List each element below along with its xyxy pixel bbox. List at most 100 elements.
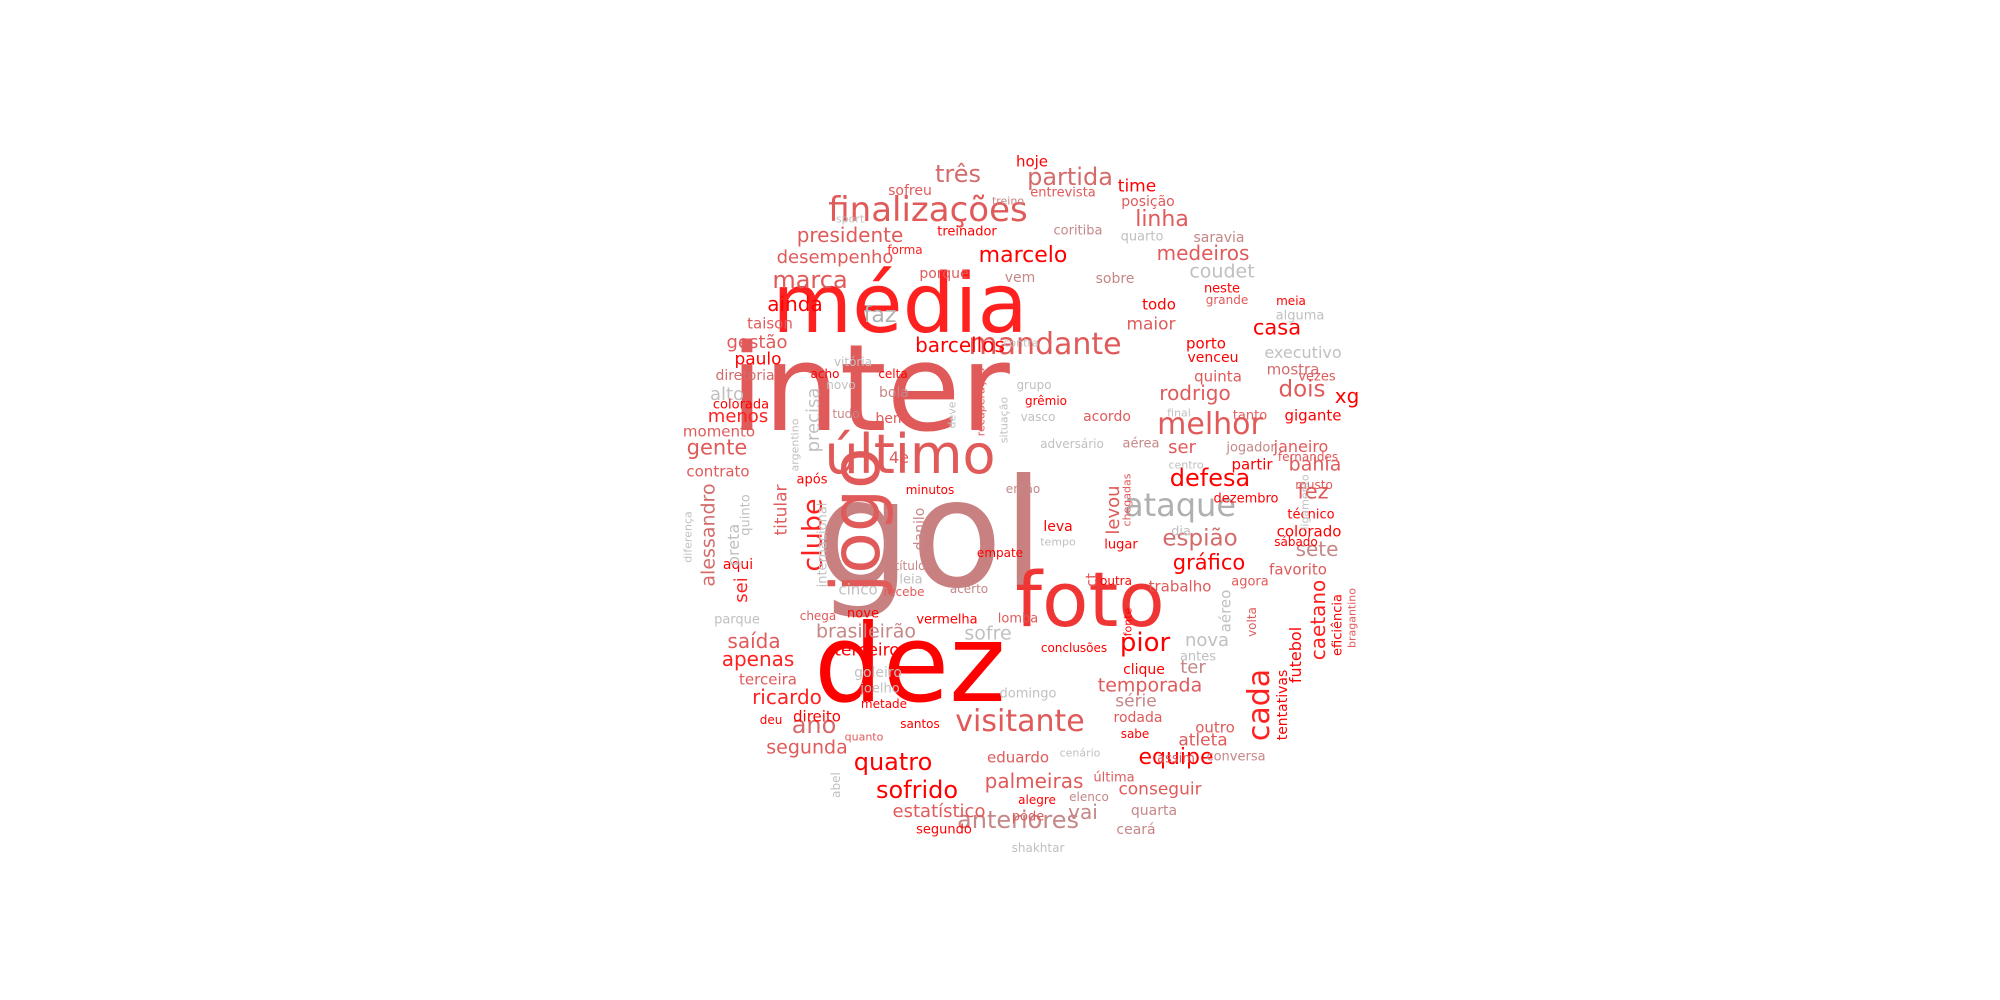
word-76: posição — [1121, 194, 1175, 210]
word-54: estatístico — [892, 801, 986, 822]
word-24: medeiros — [1156, 241, 1250, 265]
word-98: contrato — [686, 462, 750, 481]
word-84: sobre — [1095, 271, 1135, 287]
word-112: favorito — [1269, 560, 1327, 579]
word-38: ser — [1168, 437, 1196, 458]
word-13: cada — [1242, 668, 1277, 742]
word-179: aérea — [1122, 436, 1160, 452]
word-7: finalizações — [828, 190, 1028, 230]
word-196: vitória — [833, 355, 873, 369]
word-194: acho — [810, 367, 840, 381]
word-121: clique — [1123, 662, 1165, 678]
word-49: apenas — [721, 647, 795, 671]
word-154: após — [796, 472, 828, 488]
word-157: cinco — [838, 580, 878, 599]
word-0: gol — [815, 448, 1045, 622]
word-52: palmeiras — [984, 769, 1084, 793]
word-172: vermelha — [916, 612, 978, 628]
word-37: gráfico — [1172, 550, 1246, 575]
word-124: outro — [1195, 718, 1235, 737]
word-175: conclusões — [1040, 641, 1108, 655]
word-129: última — [1093, 770, 1135, 786]
word-143: deu — [759, 713, 783, 727]
word-193: celta — [878, 367, 908, 381]
word-115: aéreo — [1216, 589, 1235, 633]
word-30: barcellos — [915, 333, 1005, 357]
word-32: casa — [1252, 315, 1302, 340]
word-29: faz — [863, 303, 897, 328]
word-153: internacional — [815, 502, 831, 588]
word-101: quinta — [1194, 367, 1242, 386]
word-91: mostra — [1266, 360, 1320, 379]
word-180: adversário — [1040, 437, 1104, 451]
word-88: meia — [1276, 294, 1306, 308]
word-161: título — [894, 559, 926, 573]
word-142: quanto — [844, 730, 884, 744]
word-199: ligamento — [1298, 474, 1312, 530]
word-2: dez — [814, 602, 1006, 727]
word-61: atleta — [1178, 730, 1228, 751]
word-145: terceira — [739, 670, 797, 689]
word-83: vem — [1004, 270, 1036, 286]
word-136: cenário — [1059, 746, 1101, 760]
word-15: pior — [1119, 628, 1171, 658]
word-106: janeiro — [1273, 437, 1329, 456]
word-111: sábado — [1274, 535, 1318, 549]
word-17: quatro — [853, 748, 933, 776]
word-46: sofre — [964, 622, 1012, 645]
word-165: acerto — [949, 582, 989, 596]
word-117: eficiência — [1330, 594, 1346, 656]
word-50: ricardo — [752, 685, 822, 709]
word-166: empate — [976, 546, 1024, 560]
word-114: trabalho — [1148, 577, 1212, 596]
word-60: série — [1115, 691, 1157, 712]
word-19: equipe — [1138, 745, 1214, 770]
word-56: caetano — [1306, 579, 1330, 661]
word-41: sete — [1295, 537, 1339, 561]
word-39: fez — [1297, 479, 1329, 504]
word-3: média — [772, 257, 1028, 352]
word-90: executivo — [1264, 343, 1342, 362]
word-107: fernandes — [1277, 450, 1339, 464]
word-79: quarto — [1120, 229, 1164, 245]
word-181: final — [1167, 406, 1191, 420]
word-164: então — [1005, 482, 1041, 496]
word-150: quinto — [738, 494, 754, 536]
word-23: marcelo — [978, 243, 1068, 268]
word-45: brasileirão — [815, 620, 917, 643]
word-119: tentativas — [1275, 669, 1291, 741]
word-128: ceará — [1116, 822, 1156, 838]
word-191: bola — [879, 385, 909, 401]
word-28: coudet — [1189, 260, 1255, 283]
word-174: fonte — [1121, 607, 1135, 637]
word-132: pode — [1011, 809, 1045, 825]
word-82: porque — [919, 266, 969, 282]
word-189: deve — [945, 401, 959, 429]
word-104: partir — [1231, 455, 1273, 474]
word-72: time — [1117, 176, 1157, 197]
word-73: hoje — [1015, 152, 1049, 171]
word-97: momento — [682, 422, 756, 441]
word-43: alessandro — [697, 483, 720, 587]
word-70: sei — [731, 577, 752, 603]
word-162: danilo — [912, 507, 928, 551]
word-186: situação — [997, 396, 1011, 444]
word-42: gente — [686, 435, 748, 460]
word-190: bem — [875, 411, 907, 427]
word-75: entrevista — [1030, 185, 1096, 201]
word-92: vezes — [1298, 369, 1336, 385]
word-4: foto — [1015, 555, 1165, 644]
word-62: conseguir — [1118, 779, 1202, 800]
word-192: tudo — [832, 407, 860, 421]
word-173: lomba — [997, 611, 1039, 627]
word-182: acordo — [1083, 409, 1131, 425]
word-8: ataque — [1123, 486, 1237, 524]
word-63: titular — [771, 484, 792, 536]
word-177: dia — [1171, 524, 1191, 540]
word-9: mandante — [968, 327, 1122, 362]
word-44: ano — [791, 711, 837, 739]
word-109: técnico — [1287, 507, 1335, 523]
word-151: diferença — [681, 511, 695, 563]
word-71: maior — [1126, 314, 1176, 335]
